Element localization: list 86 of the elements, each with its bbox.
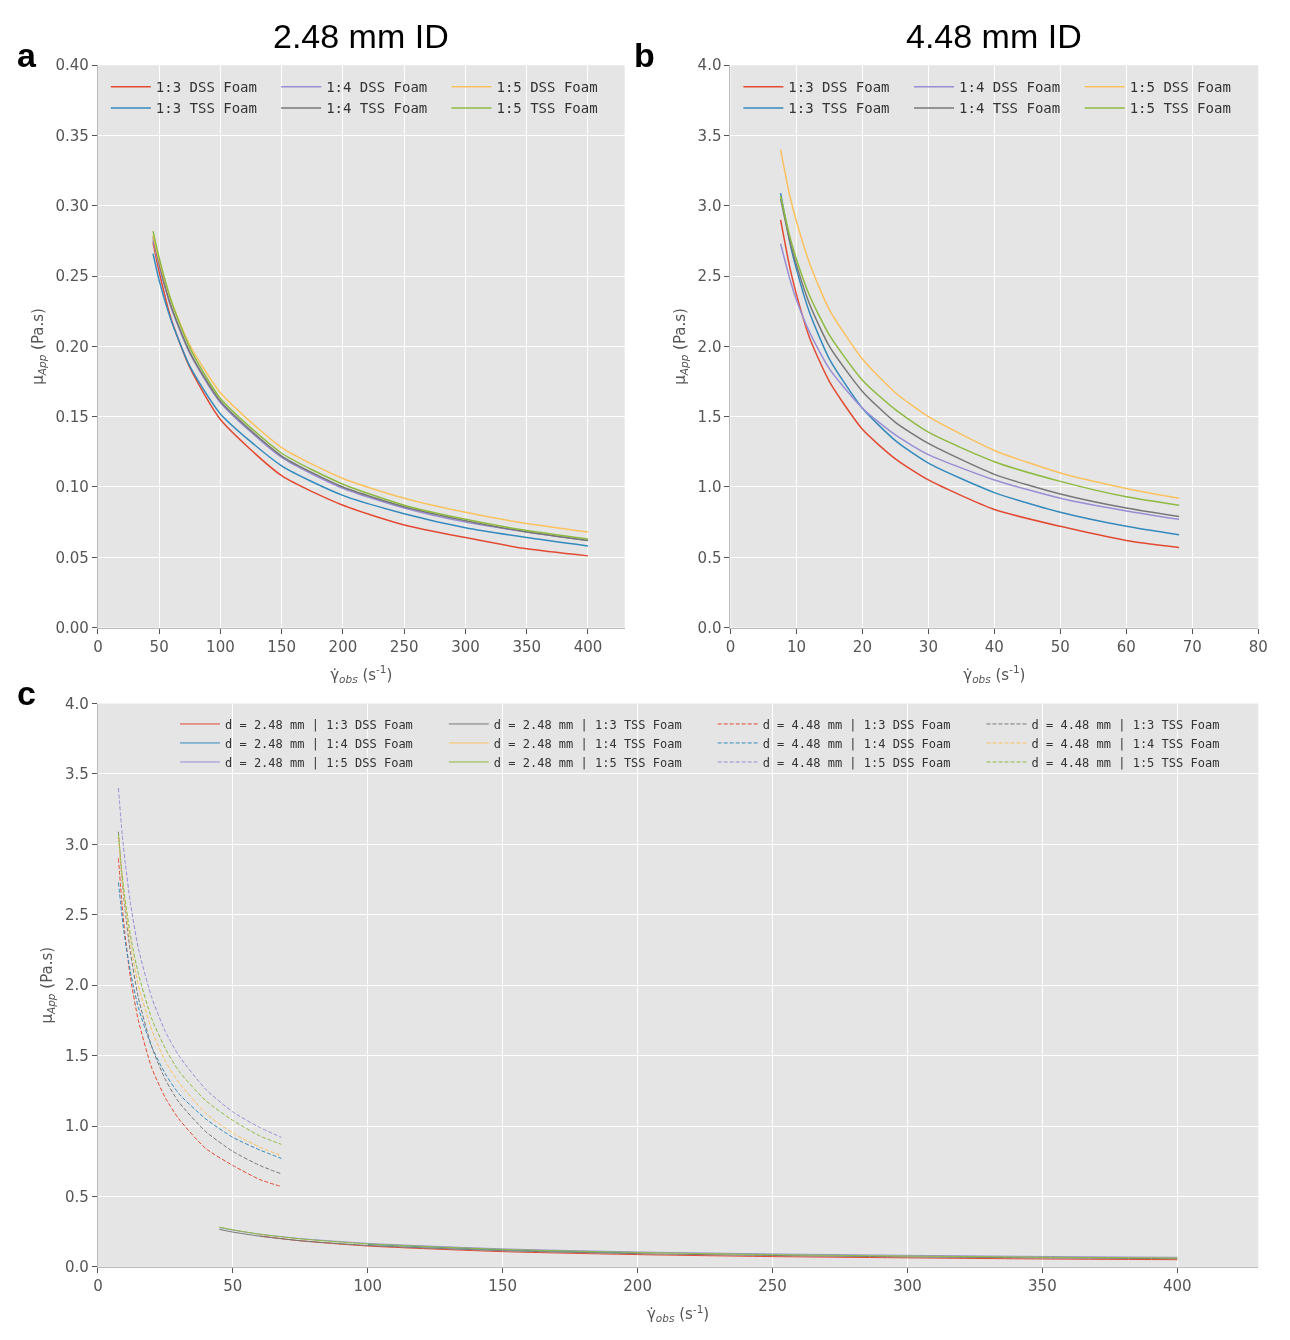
legend-label: 1:5 TSS Foam xyxy=(496,100,598,117)
legend-label: 1:5 DSS Foam xyxy=(496,79,598,96)
y-tick-label: 0.05 xyxy=(55,548,89,567)
y-tick-label: 1.5 xyxy=(697,407,722,426)
x-tick-label: 40 xyxy=(984,637,1004,656)
y-tick-label: 2.5 xyxy=(65,906,89,925)
y-tick-label: 0.0 xyxy=(697,618,722,637)
y-tick-label: 0.5 xyxy=(65,1187,89,1206)
x-tick-label: 400 xyxy=(1162,1276,1192,1295)
text: c xyxy=(17,674,36,712)
x-tick-label: 50 xyxy=(149,637,169,656)
y-tick-label: 0.40 xyxy=(55,56,89,75)
legend-label: d = 4.48 mm | 1:5 DSS Foam xyxy=(762,755,951,770)
x-tick-label: 150 xyxy=(267,637,296,656)
x-tick-label: 250 xyxy=(758,1276,787,1295)
y-tick-label: 0.20 xyxy=(55,337,89,356)
x-tick-label: 10 xyxy=(786,637,806,656)
x-axis-title: γ̇$_{obs}$ (s$^{-1}$) xyxy=(330,663,393,685)
legend-label: 1:3 DSS Foam xyxy=(155,79,257,96)
y-tick-label: 3.5 xyxy=(65,765,89,784)
x-tick-label: 300 xyxy=(893,1276,922,1295)
x-tick-label: 350 xyxy=(1028,1276,1057,1295)
x-tick-label: 400 xyxy=(573,637,603,656)
y-tick-label: 1.0 xyxy=(697,478,722,497)
x-axis-title: γ̇$_{obs}$ (s$^{-1}$) xyxy=(646,1302,710,1325)
x-tick-label: 300 xyxy=(451,637,480,656)
y-tick-label: 4.0 xyxy=(697,56,722,75)
x-tick-label: 0 xyxy=(93,1276,103,1295)
legend-label: 1:3 DSS Foam xyxy=(788,79,890,96)
x-tick-label: 150 xyxy=(488,1276,517,1295)
y-tick-label: 0.15 xyxy=(55,407,89,426)
legend-label: 1:4 TSS Foam xyxy=(326,100,428,117)
y-tick-label: 3.0 xyxy=(65,835,89,854)
text: a xyxy=(17,36,37,74)
y-tick-label: 2.0 xyxy=(697,337,722,356)
legend-label: d = 2.48 mm | 1:5 DSS Foam xyxy=(225,755,413,770)
legend-label: d = 2.48 mm | 1:5 TSS Foam xyxy=(493,755,682,770)
x-tick-label: 0 xyxy=(93,637,103,656)
x-tick-label: 50 xyxy=(223,1276,243,1295)
legend-label: 1:4 DSS Foam xyxy=(959,79,1061,96)
text: b xyxy=(634,36,655,74)
y-tick-label: 0.35 xyxy=(55,126,89,145)
legend-label: 1:3 TSS Foam xyxy=(788,100,890,117)
legend-label: d = 2.48 mm | 1:3 TSS Foam xyxy=(493,717,682,732)
chart-title: 4.48 mm ID xyxy=(906,17,1082,55)
legend-label: d = 2.48 mm | 1:4 TSS Foam xyxy=(493,736,682,751)
x-tick-label: 200 xyxy=(623,1276,652,1295)
legend-label: d = 4.48 mm | 1:3 DSS Foam xyxy=(762,717,951,732)
x-tick-label: 200 xyxy=(328,637,358,656)
legend-label: d = 4.48 mm | 1:4 TSS Foam xyxy=(1031,736,1220,751)
y-tick-label: 2.0 xyxy=(65,976,89,995)
y-tick-label: 0.25 xyxy=(55,267,89,286)
x-axis-title: γ̇$_{obs}$ (s$^{-1}$) xyxy=(963,663,1026,685)
x-tick-label: 100 xyxy=(206,637,235,656)
legend-label: 1:4 TSS Foam xyxy=(959,100,1061,117)
chart-title: 2.48 mm ID xyxy=(273,17,449,55)
x-tick-label: 350 xyxy=(512,637,542,656)
y-tick-label: 3.0 xyxy=(697,197,722,216)
y-tick-label: 0.30 xyxy=(55,197,89,216)
legend-label: 1:4 DSS Foam xyxy=(326,79,428,96)
legend-label: d = 2.48 mm | 1:4 DSS Foam xyxy=(225,736,413,751)
x-tick-label: 20 xyxy=(852,637,872,656)
y-tick-label: 1.5 xyxy=(65,1046,89,1065)
y-tick-label: 3.5 xyxy=(697,126,722,145)
x-tick-label: 30 xyxy=(918,637,938,656)
x-tick-label: 80 xyxy=(1248,637,1268,656)
y-tick-label: 0.5 xyxy=(697,548,722,567)
y-tick-label: 0.0 xyxy=(65,1258,89,1277)
x-tick-label: 0 xyxy=(725,637,736,656)
y-tick-label: 0.00 xyxy=(55,618,89,637)
legend-label: d = 4.48 mm | 1:4 DSS Foam xyxy=(762,736,951,751)
x-tick-label: 60 xyxy=(1116,637,1136,656)
legend-label: d = 2.48 mm | 1:3 DSS Foam xyxy=(225,717,413,732)
y-tick-label: 0.10 xyxy=(55,478,89,497)
legend-label: 1:5 TSS Foam xyxy=(1129,100,1231,117)
x-tick-label: 100 xyxy=(353,1276,383,1295)
legend-label: d = 4.48 mm | 1:3 TSS Foam xyxy=(1031,717,1220,732)
x-tick-label: 250 xyxy=(389,637,419,656)
legend-label: 1:3 TSS Foam xyxy=(155,100,257,117)
x-tick-label: 50 xyxy=(1050,637,1070,656)
legend-label: 1:5 DSS Foam xyxy=(1129,79,1231,96)
y-tick-label: 4.0 xyxy=(65,694,89,713)
y-tick-label: 1.0 xyxy=(65,1117,89,1136)
x-tick-label: 70 xyxy=(1182,637,1202,656)
y-tick-label: 2.5 xyxy=(697,267,722,286)
legend-label: d = 4.48 mm | 1:5 TSS Foam xyxy=(1031,755,1220,770)
